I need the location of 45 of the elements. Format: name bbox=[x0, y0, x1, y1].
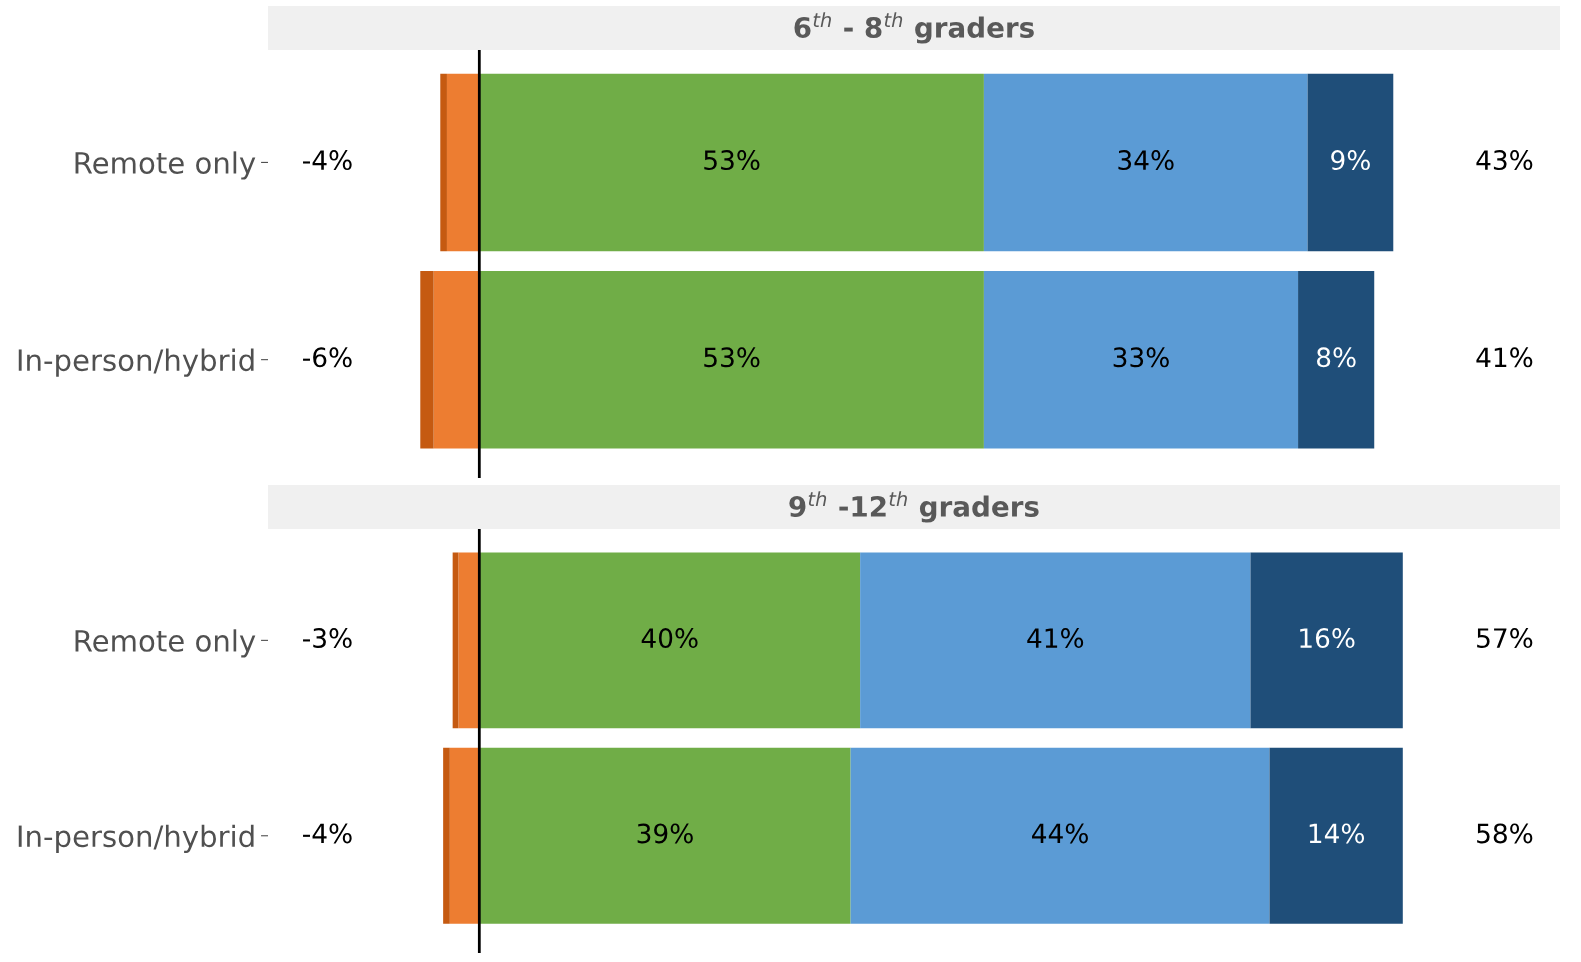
data-label: 9% bbox=[1331, 150, 1370, 171]
bar bbox=[1307, 73, 1394, 252]
y-tick-label: Remote only bbox=[75, 629, 256, 658]
bar bbox=[446, 73, 480, 252]
bar bbox=[458, 552, 480, 729]
bar bbox=[449, 747, 480, 924]
chart-title: 9$^{th}$ -12$^{th}$ graders bbox=[789, 491, 1039, 523]
bar bbox=[479, 747, 851, 924]
text: -6% bbox=[303, 347, 352, 368]
chart-title: 6$^{th}$ - 8$^{th}$ graders bbox=[794, 12, 1034, 44]
data-label: 44% bbox=[1032, 823, 1088, 844]
bar bbox=[433, 270, 480, 449]
data-label: 14% bbox=[1309, 823, 1365, 844]
text: 41% bbox=[1476, 347, 1533, 368]
bar bbox=[983, 270, 1299, 449]
text: -3% bbox=[303, 628, 352, 649]
bar bbox=[860, 552, 1251, 729]
text: 43% bbox=[1476, 150, 1533, 171]
bar bbox=[1250, 552, 1403, 729]
text: -4% bbox=[303, 823, 352, 844]
data-label: 8% bbox=[1317, 347, 1356, 368]
data-label: 16% bbox=[1300, 628, 1355, 649]
bar bbox=[479, 270, 984, 449]
bar bbox=[479, 73, 984, 252]
bar bbox=[443, 747, 450, 924]
bar bbox=[850, 747, 1270, 924]
bar bbox=[440, 73, 447, 252]
data-label: 34% bbox=[1118, 150, 1174, 171]
y-tick-label: Remote only bbox=[75, 151, 256, 180]
text: 57% bbox=[1477, 628, 1533, 649]
bar bbox=[983, 73, 1308, 252]
text: 58% bbox=[1477, 823, 1533, 844]
bar bbox=[479, 552, 861, 729]
data-label: 53% bbox=[704, 347, 760, 368]
bar bbox=[1298, 270, 1375, 449]
bar bbox=[1269, 747, 1403, 924]
bar bbox=[420, 270, 434, 449]
data-label: 39% bbox=[637, 823, 693, 844]
data-label: 53% bbox=[704, 150, 760, 171]
y-tick-label: In-person/hybrid bbox=[18, 824, 254, 853]
data-label: 41% bbox=[1027, 628, 1084, 649]
data-label: 40% bbox=[641, 628, 698, 649]
text: -4% bbox=[303, 150, 352, 171]
data-label: 33% bbox=[1113, 347, 1169, 368]
y-tick-label: In-person/hybrid bbox=[18, 348, 254, 377]
